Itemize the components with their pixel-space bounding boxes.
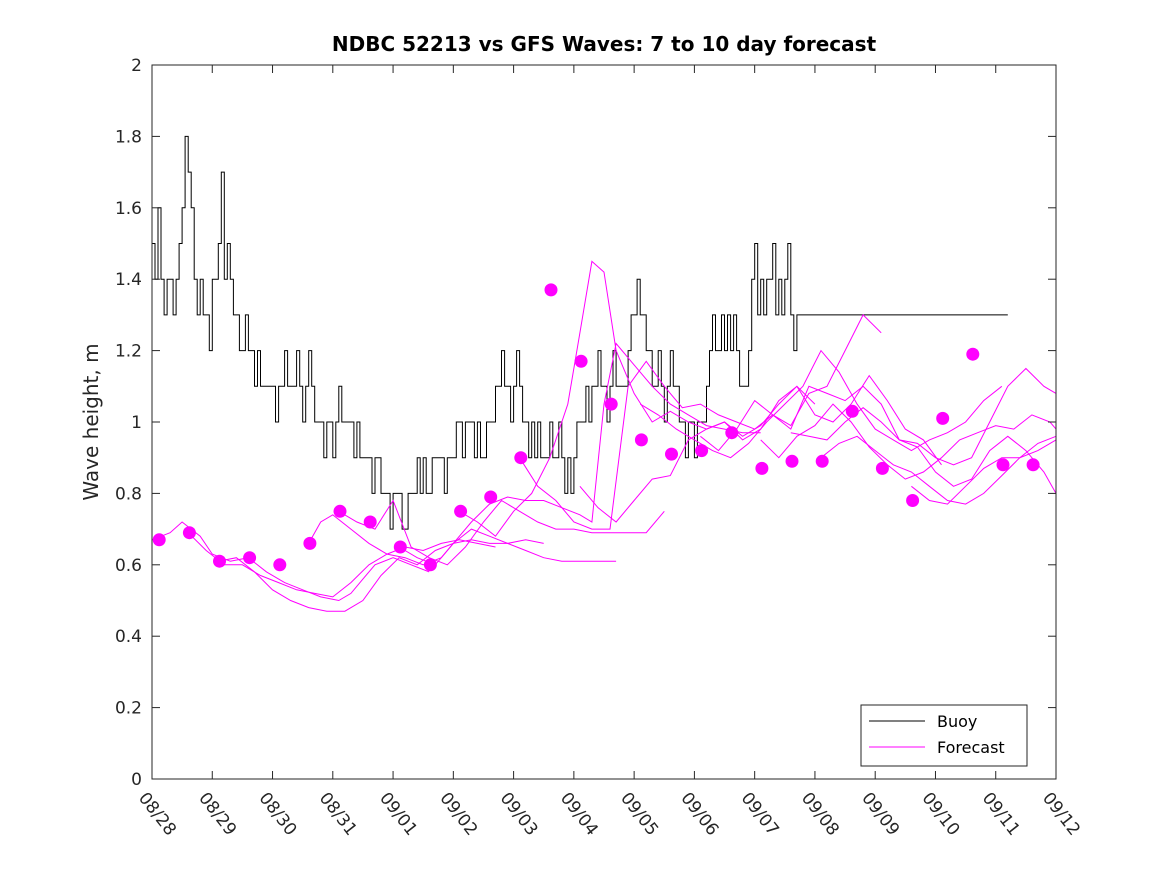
- forecast-point: [845, 404, 859, 418]
- forecast-point: [936, 411, 950, 425]
- y-tick-label: 1: [131, 413, 142, 433]
- y-axis-label: Wave height, m: [79, 343, 103, 500]
- y-axis: 0 0.2 0.4 0.6 0.8 1 1.2 1.4 1.6 1.8 2: [115, 56, 1056, 790]
- legend-box: [860, 704, 1028, 767]
- legend: Buoy Forecast: [860, 704, 1028, 767]
- forecast-line: [459, 260, 816, 537]
- forecast-line: [151, 521, 430, 602]
- forecast-point: [574, 354, 588, 368]
- forecast-point: [695, 444, 709, 458]
- forecast-point: [544, 283, 558, 297]
- y-tick-label: 0.2: [115, 699, 142, 719]
- y-tick-label: 1.8: [115, 127, 142, 147]
- forecast-point: [423, 558, 437, 572]
- forecast-point: [333, 504, 347, 518]
- forecast-line: [820, 435, 1057, 505]
- y-tick-label: 0.6: [115, 556, 142, 576]
- forecast-point: [182, 526, 196, 540]
- y-tick-label: 1.4: [115, 270, 142, 290]
- forecast-point: [966, 347, 980, 361]
- forecast-point: [906, 494, 920, 507]
- forecast-point: [1026, 458, 1040, 472]
- y-tick-label: 1.2: [115, 342, 142, 362]
- forecast-point: [996, 458, 1010, 472]
- y-tick-label: 0: [131, 770, 142, 790]
- y-tick-label: 0.4: [115, 627, 142, 647]
- y-tick-label: 2: [131, 56, 142, 76]
- forecast-line: [911, 439, 1057, 505]
- forecast-point: [393, 540, 407, 554]
- y-tick-label: 0.8: [115, 484, 142, 504]
- buoy-line: [152, 135, 1008, 530]
- chart-title: NDBC 52213 vs GFS Waves: 7 to 10 day for…: [332, 32, 877, 56]
- forecast-line: [790, 407, 1057, 494]
- forecast-point: [514, 451, 528, 465]
- legend-forecast-label: Forecast: [937, 738, 1005, 757]
- forecast-point: [213, 554, 226, 568]
- forecast-point: [484, 490, 498, 504]
- forecast-point: [725, 426, 739, 440]
- forecast-point: [363, 515, 377, 529]
- legend-buoy-label: Buoy: [937, 712, 977, 731]
- forecast-line: [187, 532, 496, 598]
- forecast-line: [398, 342, 761, 566]
- forecast-point: [785, 454, 799, 468]
- forecast-point: [454, 504, 468, 518]
- series-layer: [151, 135, 1057, 612]
- forecast-line: [700, 367, 1057, 466]
- forecast-line: [519, 314, 882, 530]
- forecast-line: [760, 403, 1057, 480]
- forecast-point: [755, 461, 769, 475]
- y-tick-label: 1.6: [115, 199, 142, 219]
- forecast-point: [634, 433, 648, 447]
- forecast-point: [273, 558, 287, 572]
- forecast-point: [875, 461, 889, 475]
- forecast-point: [665, 447, 678, 461]
- plot-area: [152, 65, 1056, 779]
- forecast-line: [639, 349, 1003, 459]
- forecast-point: [604, 397, 618, 411]
- forecast-point: [815, 454, 829, 468]
- forecast-line: [338, 499, 665, 566]
- forecast-point: [152, 533, 166, 547]
- forecast-point: [243, 551, 257, 565]
- forecast-line: [218, 539, 544, 612]
- forecast-point: [303, 536, 317, 550]
